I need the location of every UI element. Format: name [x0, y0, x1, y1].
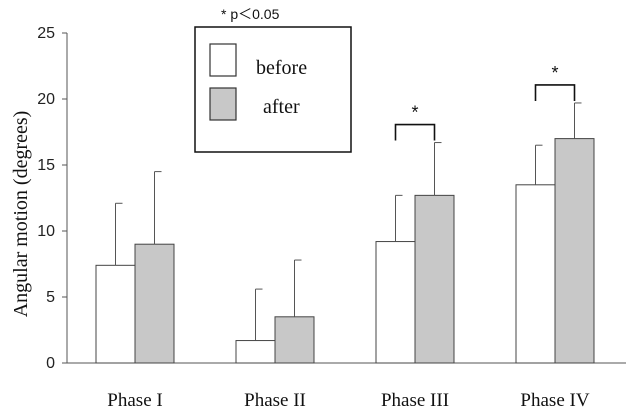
bar-after-0 — [134, 243, 175, 364]
bars — [95, 138, 595, 364]
category-label: Phase I — [107, 390, 162, 411]
category-label: Phase III — [381, 390, 449, 411]
y-axis-label: Angular motion (degrees) — [10, 111, 32, 318]
significance-markers: ** — [394, 63, 576, 141]
legend-swatch-after — [209, 87, 237, 121]
significance-bracket — [394, 123, 436, 141]
y-tick-label: 25 — [37, 25, 55, 42]
category-label: Phase II — [244, 390, 306, 411]
bar-after-1 — [274, 316, 315, 364]
bar-before-1 — [235, 340, 276, 364]
error-bars — [115, 102, 582, 341]
y-tick-label: 5 — [46, 289, 55, 306]
y-tick-label: 20 — [37, 91, 55, 108]
significance-bracket — [534, 84, 576, 101]
category-label: Phase IV — [520, 390, 589, 411]
y-tick-label: 15 — [37, 157, 55, 174]
significance-star: * — [411, 103, 418, 123]
bar-after-3 — [554, 138, 595, 364]
bar-before-2 — [375, 241, 416, 364]
bar-before-3 — [515, 184, 556, 364]
bar-after-2 — [414, 194, 455, 364]
y-tick-label: 10 — [37, 223, 55, 240]
y-tick-label: 0 — [46, 355, 55, 372]
legend: before after — [194, 26, 352, 153]
legend-swatch-before — [209, 43, 237, 77]
legend-label-after: after — [263, 96, 300, 118]
significance-note: * p＜0.05 — [221, 6, 280, 22]
significance-star: * — [551, 63, 558, 83]
category-labels: Phase I Phase II Phase III Phase IV — [107, 390, 590, 411]
bar-before-0 — [95, 264, 136, 364]
legend-label-before: before — [256, 57, 307, 79]
